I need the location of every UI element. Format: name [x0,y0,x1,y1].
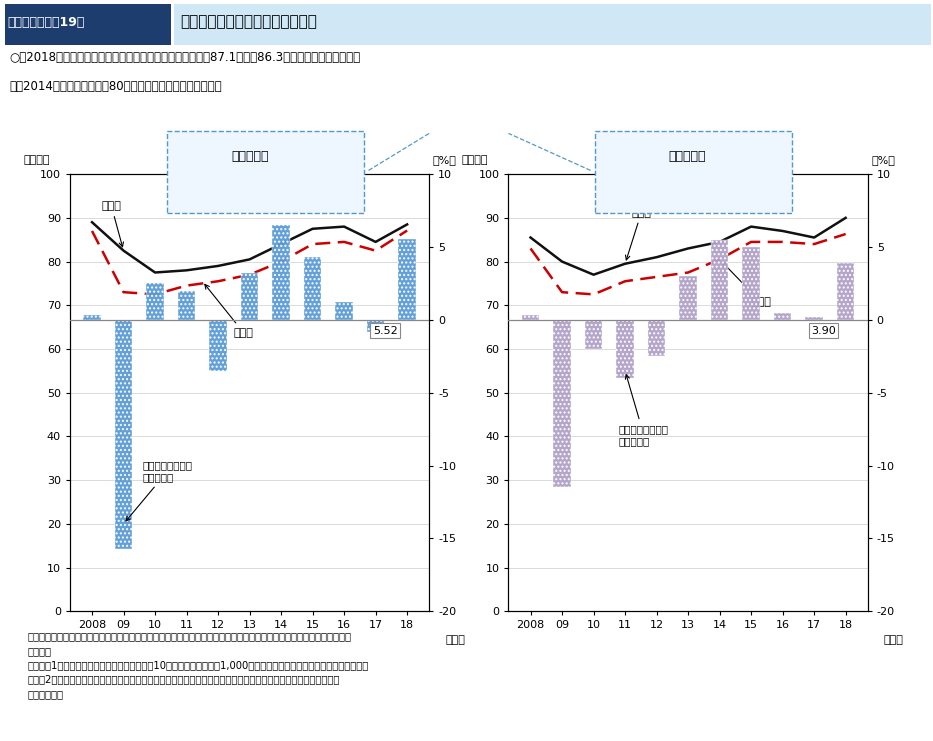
Text: （万円）: （万円） [23,156,49,165]
Text: （%）: （%） [433,156,456,165]
Bar [336,302,353,320]
Text: 資料出所　厚生労働省「民間主要企業（夏季・年末）一時金妥結状況」をもとに厚生労働省政策統括官付政策統括室にて
　　作成
（注）　1）集計対象は、原則として、資本: 資料出所 厚生労働省「民間主要企業（夏季・年末）一時金妥結状況」をもとに厚生労働… [28,631,369,699]
FancyBboxPatch shape [174,4,931,45]
Bar [743,247,759,320]
Bar [837,263,855,320]
Bar [209,320,227,371]
Bar [367,320,384,331]
Text: （2018年）
要求額：88.5万円
妥結額：87.1万円
妥結額の前年比：+5.52%: （2018年） 要求額：88.5万円 妥結額：87.1万円 妥結額の前年比：+5… [180,139,275,194]
Text: 年末一時金: 年末一時金 [669,150,706,163]
Text: は2014年以降５年連続ょ80万円台の水準を維持している。: は2014年以降５年連続ょ80万円台の水準を維持している。 [9,80,222,93]
Text: （万円）: （万円） [462,156,488,165]
Text: 夏季一時金: 夏季一時金 [231,150,269,163]
FancyBboxPatch shape [594,131,792,213]
Bar [648,320,665,356]
Text: （%）: （%） [871,156,895,165]
Text: （年）: （年） [884,635,904,645]
Text: 要求額: 要求額 [625,207,651,260]
Text: 3.90: 3.90 [811,326,836,336]
Bar [522,316,539,320]
Bar [711,240,729,320]
Bar [272,225,290,320]
Bar [146,284,163,320]
Bar [553,320,571,488]
Bar [178,290,195,320]
Bar [805,317,823,320]
Text: 夏季・年末一時金妥結状況の推移: 夏季・年末一時金妥結状況の推移 [180,15,317,30]
Text: ○　2018年の夏季一時金、年末一時金の妥結額はそれぞれ87.1万円、86.3万円となり、夏季一時金: ○ 2018年の夏季一時金、年末一時金の妥結額はそれぞれ87.1万円、86.3万… [9,50,360,64]
Bar [115,320,132,548]
FancyBboxPatch shape [5,4,171,45]
Text: 妥結額の対前年比
（右目盛）: 妥結額の対前年比 （右目盛） [126,461,192,521]
Bar [679,276,697,320]
Text: 妥結額の対前年比
（右目盛）: 妥結額の対前年比 （右目盛） [619,375,669,446]
Bar [774,313,791,320]
Bar [304,257,321,320]
Text: 5.52: 5.52 [372,326,397,336]
Text: 妥結額: 妥結額 [205,285,254,338]
FancyBboxPatch shape [167,131,365,213]
Text: （年）: （年） [445,635,466,645]
Text: 第１－（３）－19図: 第１－（３）－19図 [7,16,85,28]
Bar [398,239,416,320]
Text: 要求額: 要求額 [102,201,123,247]
Bar [585,320,602,349]
Text: 妥結額: 妥結額 [722,262,771,308]
Text: （2018年）
要求額：90.0万円
妥結額：86.3万円
妥結額の前年比：+3.90%: （2018年） 要求額：90.0万円 妥結額：86.3万円 妥結額の前年比：+3… [607,139,703,194]
Bar [617,320,634,378]
Bar [241,273,258,320]
Bar [83,316,101,320]
